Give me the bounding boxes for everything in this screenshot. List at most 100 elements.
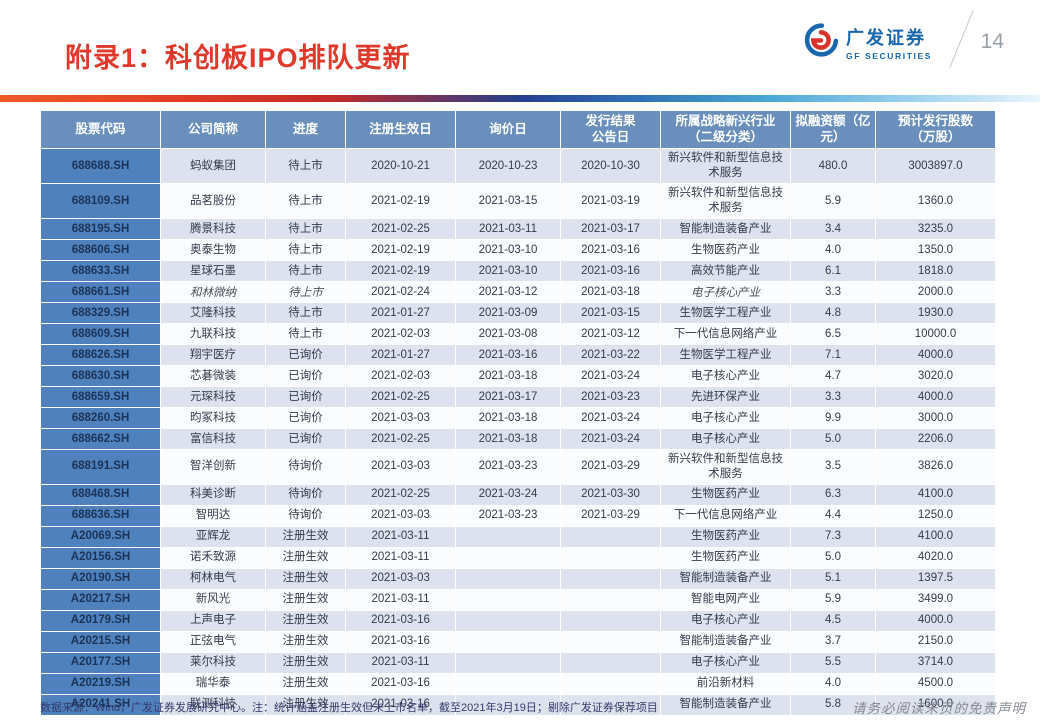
cell-inquiry-date: 2021-03-23 — [455, 504, 561, 527]
cell-amount: 7.1 — [790, 344, 876, 366]
table-row: 688688.SH 蚂蚁集团 待上市 2020-10-21 2020-10-23 2020… — [40, 148, 996, 185]
table-row: 688662.SH 富信科技 已询价 2021-02-25 2021-03-18 2021… — [40, 428, 996, 450]
cell-name: 智明达 — [160, 504, 266, 527]
cell-name: 奥泰生物 — [160, 239, 266, 261]
col-header-progress: 进度 — [265, 109, 346, 150]
brand-logo: 广发证券 GF SECURITIES — [803, 22, 932, 63]
col-header-reg-date: 注册生效日 — [345, 109, 456, 150]
cell-code: 688688.SH — [40, 148, 161, 185]
cell-amount: 3.4 — [790, 218, 876, 240]
cell-inquiry-date — [455, 567, 561, 590]
cell-inquiry-date: 2021-03-09 — [455, 302, 561, 324]
cell-result-date: 2021-03-15 — [560, 302, 661, 324]
cell-result-date: 2021-03-12 — [560, 323, 661, 345]
table-row: 688260.SH 昀冢科技 已询价 2021-03-03 2021-03-18 2021… — [40, 407, 996, 429]
cell-reg-date: 2021-02-19 — [345, 183, 456, 219]
cell-reg-date: 2021-03-11 — [345, 525, 456, 548]
divider-slash — [949, 10, 974, 68]
cell-progress: 待询价 — [265, 449, 346, 485]
cell-code: A20241.SH — [40, 693, 161, 716]
cell-result-date: 2021-03-29 — [560, 504, 661, 527]
cell-inquiry-date: 2021-03-23 — [455, 449, 561, 485]
cell-industry: 智能制造装备产业 — [660, 567, 791, 590]
cell-result-date: 2021-03-19 — [560, 183, 661, 219]
cell-code: 688630.SH — [40, 365, 161, 387]
cell-shares: 1397.5 — [875, 567, 996, 590]
cell-reg-date: 2021-02-25 — [345, 428, 456, 450]
cell-amount: 5.9 — [790, 588, 876, 611]
cell-amount: 480.0 — [790, 148, 876, 185]
cell-shares: 1818.0 — [875, 260, 996, 282]
cell-inquiry-date: 2021-03-15 — [455, 183, 561, 219]
cell-inquiry-date: 2020-10-23 — [455, 148, 561, 185]
cell-code: 688659.SH — [40, 386, 161, 408]
brand-name-en: GF SECURITIES — [846, 51, 932, 61]
cell-name: 翔宇医疗 — [160, 344, 266, 366]
table-row: A20179.SH 上声电子 注册生效 2021-03-16 电子核心产业 4.5 4000… — [40, 609, 996, 632]
cell-code: 688191.SH — [40, 449, 161, 485]
cell-shares: 4000.0 — [875, 609, 996, 632]
cell-amount: 4.4 — [790, 504, 876, 527]
cell-industry: 生物医药产业 — [660, 525, 791, 548]
cell-code: 688633.SH — [40, 260, 161, 282]
cell-code: 688260.SH — [40, 407, 161, 429]
table-row: 688191.SH 智洋创新 待询价 2021-03-03 2021-03-23 2021… — [40, 449, 996, 485]
cell-reg-date: 2021-03-03 — [345, 449, 456, 485]
cell-amount: 5.0 — [790, 546, 876, 569]
cell-industry: 电子核心产业 — [660, 407, 791, 429]
page-title: 附录1：科创板IPO排队更新 — [65, 43, 411, 73]
cell-result-date: 2021-03-16 — [560, 260, 661, 282]
cell-name: 瑞华泰 — [160, 672, 266, 695]
col-header-amount: 拟融资额（亿 元） — [790, 109, 876, 150]
cell-progress: 待询价 — [265, 504, 346, 527]
cell-inquiry-date — [455, 651, 561, 674]
cell-industry: 智能电网产业 — [660, 588, 791, 611]
cell-reg-date: 2021-02-03 — [345, 323, 456, 345]
cell-name: 品茗股份 — [160, 183, 266, 219]
cell-industry: 下一代信息网络产业 — [660, 504, 791, 527]
cell-inquiry-date — [455, 630, 561, 653]
cell-result-date — [560, 546, 661, 569]
cell-industry: 先进环保产业 — [660, 386, 791, 408]
cell-amount: 6.5 — [790, 323, 876, 345]
cell-progress: 待上市 — [265, 218, 346, 240]
gf-securities-logo-icon — [803, 22, 839, 63]
cell-result-date — [560, 651, 661, 674]
cell-reg-date: 2021-02-19 — [345, 239, 456, 261]
cell-shares: 2150.0 — [875, 630, 996, 653]
cell-amount: 3.5 — [790, 449, 876, 485]
cell-amount: 4.8 — [790, 302, 876, 324]
cell-code: A20177.SH — [40, 651, 161, 674]
cell-code: A20069.SH — [40, 525, 161, 548]
cell-progress: 注册生效 — [265, 525, 346, 548]
cell-progress: 待上市 — [265, 183, 346, 219]
cell-name: 正弦电气 — [160, 630, 266, 653]
cell-inquiry-date: 2021-03-10 — [455, 239, 561, 261]
table-row: A20217.SH 新风光 注册生效 2021-03-11 智能电网产业 5.9 3499.… — [40, 588, 996, 611]
cell-shares: 4500.0 — [875, 672, 996, 695]
cell-reg-date: 2021-02-19 — [345, 260, 456, 282]
cell-industry: 生物医药产业 — [660, 483, 791, 506]
cell-industry: 前沿新材料 — [660, 672, 791, 695]
cell-progress: 注册生效 — [265, 588, 346, 611]
cell-result-date — [560, 525, 661, 548]
cell-name: 艾隆科技 — [160, 302, 266, 324]
cell-result-date: 2021-03-24 — [560, 428, 661, 450]
cell-progress: 已询价 — [265, 365, 346, 387]
table-body: 688688.SH 蚂蚁集团 待上市 2020-10-21 2020-10-23 2020… — [40, 148, 996, 716]
cell-inquiry-date: 2021-03-16 — [455, 344, 561, 366]
cell-industry: 下一代信息网络产业 — [660, 323, 791, 345]
col-header-name: 公司简称 — [160, 109, 266, 150]
cell-amount: 3.3 — [790, 386, 876, 408]
cell-inquiry-date: 2021-03-24 — [455, 483, 561, 506]
cell-amount: 3.7 — [790, 630, 876, 653]
cell-progress: 待上市 — [265, 239, 346, 261]
cell-result-date: 2021-03-22 — [560, 344, 661, 366]
cell-shares: 1930.0 — [875, 302, 996, 324]
table-header-row: 股票代码 公司简称 进度 注册生效日 询价日 发行结果 公告日 所属战略新兴行业 （二级分类… — [40, 109, 996, 150]
cell-amount: 7.3 — [790, 525, 876, 548]
cell-name: 柯林电气 — [160, 567, 266, 590]
table-row: 688109.SH 品茗股份 待上市 2021-02-19 2021-03-15 2021… — [40, 183, 996, 219]
cell-inquiry-date — [455, 525, 561, 548]
cell-shares: 4020.0 — [875, 546, 996, 569]
